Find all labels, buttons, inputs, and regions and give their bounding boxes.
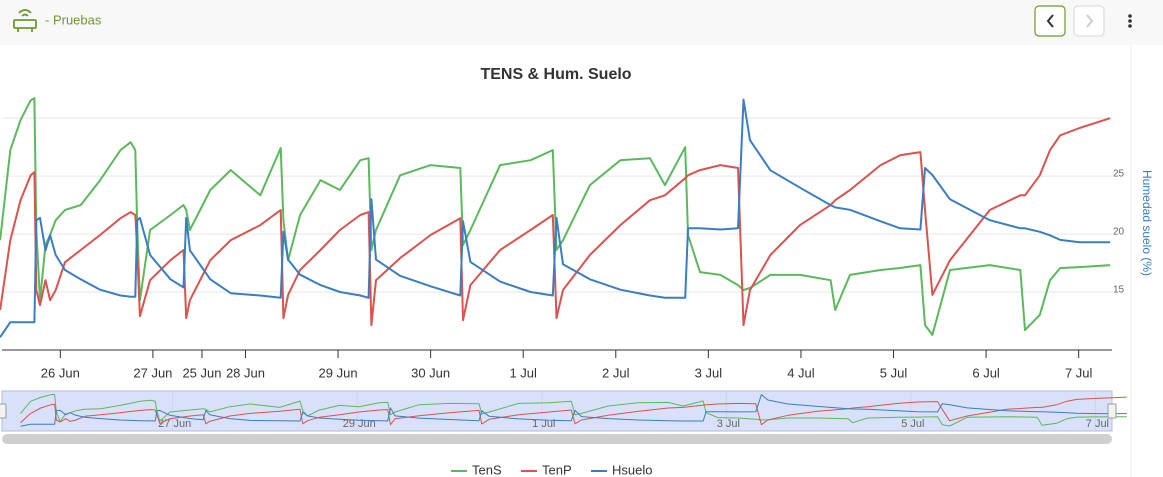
forward-button[interactable]: [1073, 5, 1105, 37]
header-bar: [0, 0, 1163, 45]
y2-axis-title: Humedad suelo (%): [1140, 170, 1154, 276]
x-tick-label: 5 Jul: [880, 365, 908, 380]
x-tick-label: 28 Jun: [226, 365, 265, 380]
series-line: [0, 98, 1111, 338]
x-tick-label: 29 Jun: [319, 365, 358, 380]
navigator-handle[interactable]: [0, 403, 7, 419]
navigator-tick-label: 1 Jul: [532, 418, 555, 430]
legend-label[interactable]: TenS: [472, 462, 502, 477]
navigator-tick-label: 27 Jun: [158, 418, 191, 430]
menu-button[interactable]: [1128, 14, 1132, 28]
plot: 15 20 25 26 Jun 27 Jun 25 Jun 28 Jun 29 Jun 30 J…: [0, 97, 1127, 477]
x-tick-label: 6 Jul: [972, 365, 1000, 380]
header-title: - Pruebas: [45, 12, 102, 27]
scrollbar[interactable]: [2, 434, 1112, 444]
x-tick-label: 26 Jun: [41, 365, 80, 380]
legend-label[interactable]: Hsuelo: [612, 462, 652, 477]
router-icon: [13, 9, 37, 32]
y2-tick-label: 20: [1113, 226, 1125, 237]
navigator-tick-label: 5 Jul: [901, 418, 924, 430]
y2-tick-label: 15: [1113, 284, 1125, 295]
navigator-handle[interactable]: [1107, 403, 1117, 419]
back-button[interactable]: [1034, 5, 1066, 37]
navigator-line: [20, 393, 1127, 427]
x-tick-label: 1 Jul: [509, 365, 537, 380]
y2-tick-label: 25: [1113, 168, 1125, 179]
x-tick-label: 7 Jul: [1065, 365, 1093, 380]
chart-title: TENS & Hum. Suelo: [480, 66, 631, 83]
x-tick-label: 25 Jun: [182, 365, 221, 380]
legend-label[interactable]: TenP: [542, 462, 572, 477]
navigator-line: [20, 396, 1127, 426]
series-line: [0, 117, 1111, 327]
x-tick-label: 30 Jun: [411, 365, 450, 380]
navigator-line: [20, 394, 1127, 427]
x-tick-label: 2 Jul: [602, 365, 630, 380]
series-line: [0, 97, 1111, 336]
x-tick-label: 4 Jul: [787, 365, 815, 380]
navigator-tick-label: 7 Jul: [1086, 418, 1109, 430]
x-tick-label: 27 Jun: [133, 365, 172, 380]
x-tick-label: 3 Jul: [695, 365, 723, 380]
navigator-tick-label: 3 Jul: [717, 418, 740, 430]
